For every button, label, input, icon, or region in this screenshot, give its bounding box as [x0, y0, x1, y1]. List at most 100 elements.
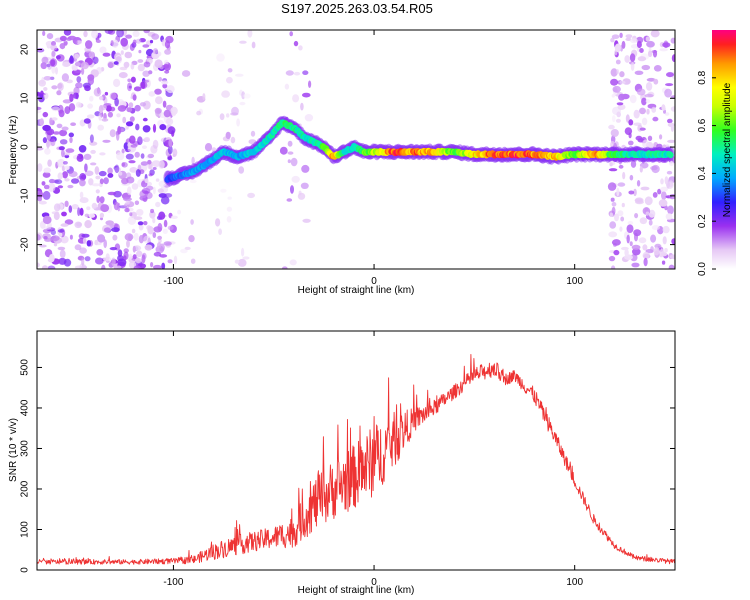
heatmap-noise-cell [304, 114, 314, 122]
heatmap-noise-cell [60, 235, 69, 244]
heatmap-noise-cell [84, 213, 90, 218]
heatmap-noise-cell [79, 247, 87, 254]
heatmap-noise-cell [101, 264, 106, 269]
heatmap-noise-cell [142, 79, 150, 83]
heatmap-noise-cell [124, 233, 134, 241]
heatmap-noise-cell [665, 213, 673, 220]
heatmap-noise-cell [147, 226, 154, 235]
heatmap-noise-cell [165, 118, 174, 126]
heatmap-noise-cell [44, 226, 52, 230]
heatmap-noise-cell [167, 126, 176, 135]
heatmap-noise-cell [137, 221, 144, 226]
heatmap-noise-cell [84, 256, 91, 262]
heatmap-noise-cell [667, 122, 675, 127]
heatmap-noise-cell [61, 149, 65, 158]
heatmap-noise-cell [218, 228, 223, 235]
heatmap-noise-cell [302, 218, 311, 223]
heatmap-noise-cell [122, 116, 127, 124]
heatmap-noise-cell [57, 229, 65, 233]
heatmap-noise-cell [50, 44, 58, 51]
heatmap-noise-cell [89, 95, 94, 102]
heatmap-noise-cell [37, 110, 42, 114]
heatmap-noise-cell [619, 71, 625, 78]
heatmap-noise-cell [610, 129, 619, 137]
heatmap-noise-cell [630, 44, 639, 49]
heatmap-noise-cell [177, 209, 182, 215]
heatmap-noise-cell [88, 213, 96, 218]
heatmap-noise-cell [37, 106, 42, 111]
heatmap-noise-cell [85, 40, 93, 49]
spectrogram-y-axis-label: Frequency (Hz) [8, 116, 19, 185]
heatmap-noise-cell [142, 117, 148, 122]
heatmap-noise-cell [37, 196, 43, 202]
heatmap-noise-cell [664, 88, 672, 98]
heatmap-noise-cell [251, 41, 256, 49]
heatmap-noise-cell [68, 205, 73, 213]
heatmap-noise-cell [608, 255, 616, 262]
heatmap-noise-cell [289, 31, 294, 37]
heatmap-noise-cell [293, 71, 301, 76]
heatmap-noise-cell [123, 61, 130, 68]
heatmap-noise-cell [64, 178, 70, 182]
colorbar-tick-label: 0.6 [697, 118, 708, 132]
heatmap-noise-cell [74, 265, 84, 269]
heatmap-noise-cell [114, 164, 120, 174]
heatmap-noise-cell [75, 40, 83, 45]
heatmap-noise-cell [152, 139, 159, 149]
colorbar-gradient [712, 30, 736, 269]
heatmap-noise-cell [132, 30, 140, 37]
heatmap-noise-cell [190, 258, 196, 264]
heatmap-noise-cell [102, 139, 111, 143]
heatmap-noise-cell [633, 188, 637, 197]
heatmap-noise-cell [51, 65, 56, 74]
heatmap-noise-cell [79, 197, 89, 204]
heatmap-ridge-cell [667, 151, 674, 159]
heatmap-noise-cell [190, 219, 194, 225]
heatmap-noise-cell [59, 35, 67, 42]
colorbar-ticks: 0.0 0.2 0.4 0.6 0.8 [697, 70, 716, 276]
heatmap-noise-cell [120, 128, 124, 132]
heatmap-noise-cell [630, 38, 638, 44]
heatmap-noise-cell [647, 135, 653, 141]
heatmap-noise-cell [59, 139, 68, 145]
heatmap-noise-cell [153, 264, 162, 269]
heatmap-noise-cell [617, 182, 626, 187]
heatmap-noise-cell [610, 197, 615, 202]
y-tick-label: 0 [20, 144, 31, 150]
heatmap-noise-cell [230, 136, 236, 144]
heatmap-noise-cell [37, 163, 43, 172]
heatmap-noise-cell [142, 44, 150, 48]
heatmap-noise-cell [150, 208, 155, 214]
heatmap-noise-cell [659, 134, 663, 140]
heatmap-noise-cell [148, 173, 153, 177]
heatmap-noise-cell [70, 122, 76, 126]
heatmap-noise-cell [116, 132, 120, 141]
heatmap-noise-cell [84, 220, 92, 229]
heatmap-noise-cell [629, 174, 634, 181]
heatmap-noise-cell [247, 30, 253, 38]
heatmap-noise-cell [42, 190, 51, 200]
heatmap-noise-cell [612, 115, 616, 123]
heatmap-noise-cell [84, 85, 91, 92]
heatmap-noise-cell [134, 200, 140, 206]
heatmap-noise-cell [645, 99, 651, 104]
heatmap-noise-cell [86, 240, 92, 247]
x-tick-label: 0 [371, 276, 377, 287]
heatmap-noise-cell [69, 93, 74, 102]
heatmap-noise-cell [42, 111, 49, 118]
heatmap-noise-cell [86, 114, 95, 119]
heatmap-noise-cell [89, 134, 94, 143]
heatmap-noise-cell [74, 40, 78, 45]
heatmap-noise-cell [133, 232, 139, 241]
heatmap-noise-cell [230, 112, 239, 116]
heatmap-noise-cell [95, 39, 101, 43]
heatmap-noise-cell [55, 67, 58, 75]
heatmap-noise-cell [285, 70, 294, 76]
heatmap-noise-cell [64, 106, 71, 115]
heatmap-noise-cell [130, 63, 135, 70]
heatmap-noise-cell [81, 67, 85, 75]
heatmap-noise-cell [121, 148, 125, 154]
heatmap-noise-cell [646, 77, 656, 82]
heatmap-noise-cell [118, 171, 123, 176]
heatmap-noise-cell [221, 90, 231, 98]
